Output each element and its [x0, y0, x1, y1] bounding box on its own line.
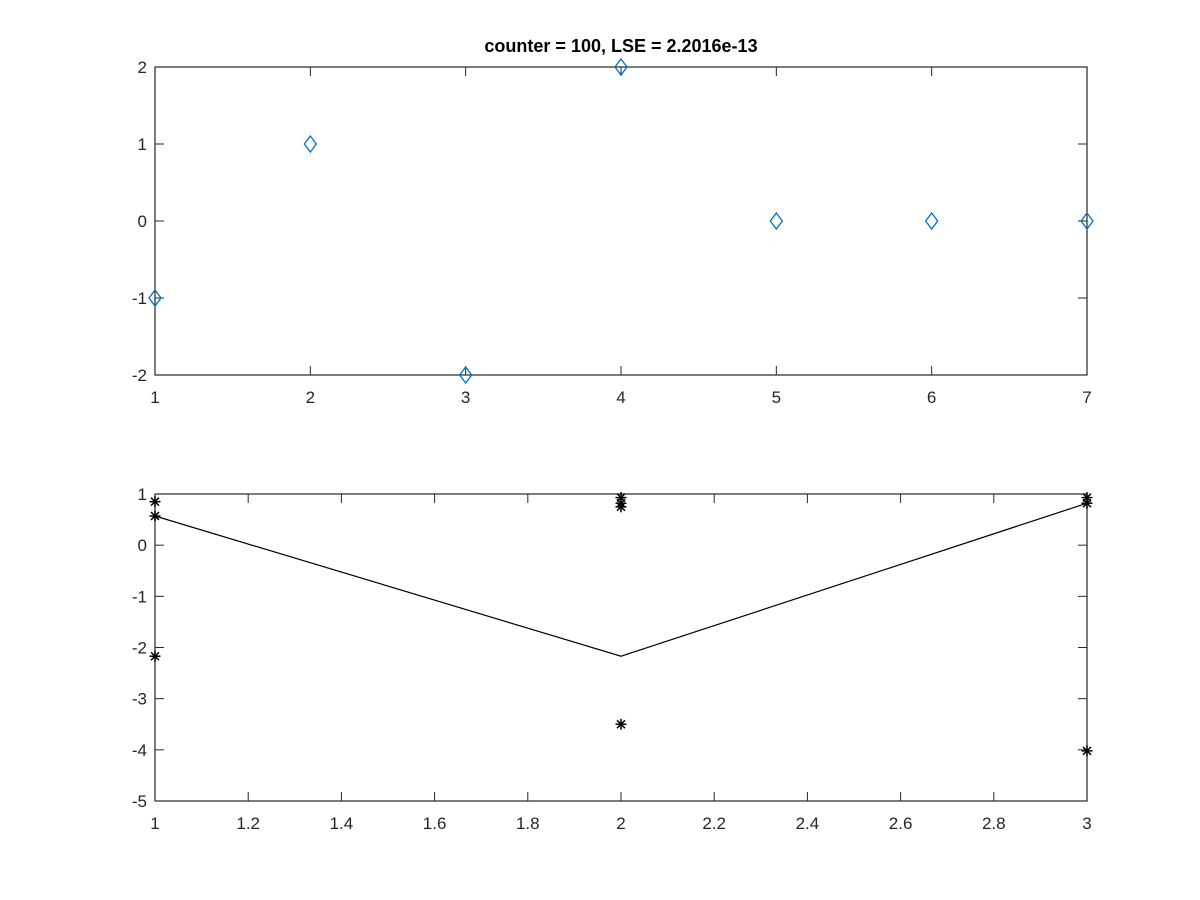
top-x-tick-label: 1: [150, 388, 159, 407]
diamond-marker: [458, 365, 473, 385]
bottom-y-tick-label: -4: [132, 741, 147, 760]
diamond-marker: [614, 57, 628, 77]
top-y-tick-label: 0: [138, 212, 147, 231]
top-data-points: [148, 57, 1094, 385]
bottom-x-tick-label: 1.2: [236, 814, 260, 833]
top-x-tick-label: 6: [927, 388, 936, 407]
bottom-x-tick-label: 1: [150, 814, 159, 833]
top-x-tick-label: 2: [306, 388, 315, 407]
asterisk-marker: [615, 497, 627, 509]
bottom-x-tick-label: 1.6: [423, 814, 447, 833]
top-x-tick-label: 3: [461, 388, 470, 407]
top-x-tick-label: 5: [772, 388, 781, 407]
top-y-tick-label: -2: [132, 366, 147, 385]
bottom-x-tick-label: 2.4: [796, 814, 820, 833]
asterisk-marker: [149, 650, 161, 662]
diamond-marker: [924, 211, 939, 231]
top-y-tick-label: -1: [132, 289, 147, 308]
bottom-y-tick-label: -5: [132, 792, 147, 811]
bottom-x-tick-label: 2.8: [982, 814, 1006, 833]
top-x-tick-label: 4: [616, 388, 625, 407]
bottom-y-tick-label: 0: [138, 536, 147, 555]
bottom-x-tick-label: 3: [1082, 814, 1091, 833]
bottom-axis-ticks: 1 1.2 1.4 1.6 1.8 2 2.2 2.4 2.6 2.8 3 1 0 -1 -2 -3 -4 -5: [132, 485, 1092, 833]
series-line: [154, 502, 1088, 657]
asterisk-marker: [149, 496, 161, 508]
asterisk-marker: [1081, 497, 1093, 509]
bottom-y-tick-label: -1: [132, 587, 147, 606]
diamond-marker: [1080, 211, 1094, 231]
asterisk-marker: [1081, 745, 1093, 757]
top-chart-title: counter = 100, LSE = 2.2016e-13: [484, 36, 757, 56]
diamond-marker: [769, 211, 784, 231]
top-axis-ticks: 1 2 3 4 5 6 7 2 1 0 -1 -2: [132, 58, 1092, 407]
asterisk-marker: [615, 718, 627, 730]
diamond-marker: [148, 288, 162, 308]
bottom-x-tick-label: 1.4: [330, 814, 354, 833]
bottom-line-chart: 1 1.2 1.4 1.6 1.8 2 2.2 2.4 2.6 2.8 3 1 0 -1 -2 -3 -4 -5: [132, 485, 1093, 833]
top-x-tick-label: 7: [1082, 388, 1091, 407]
bottom-x-tick-label: 2: [616, 814, 625, 833]
bottom-x-tick-label: 2.2: [702, 814, 726, 833]
bottom-y-tick-label: -2: [132, 639, 147, 658]
diamond-marker: [303, 134, 318, 154]
bottom-axes-frame: [154, 493, 1088, 802]
top-y-tick-label: 2: [138, 58, 147, 77]
top-scatter-chart: counter = 100, LSE = 2.2016e-13 1 2 3 4 5 6 7 2…: [132, 36, 1094, 407]
bottom-y-tick-label: -3: [132, 690, 147, 709]
bottom-y-tick-label: 1: [138, 485, 147, 504]
bottom-data-points: [149, 492, 1093, 757]
asterisk-marker: [149, 510, 161, 522]
bottom-x-tick-label: 2.6: [889, 814, 913, 833]
bottom-x-tick-label: 1.8: [516, 814, 540, 833]
top-axes-frame: [154, 66, 1088, 376]
top-y-tick-label: 1: [138, 135, 147, 154]
